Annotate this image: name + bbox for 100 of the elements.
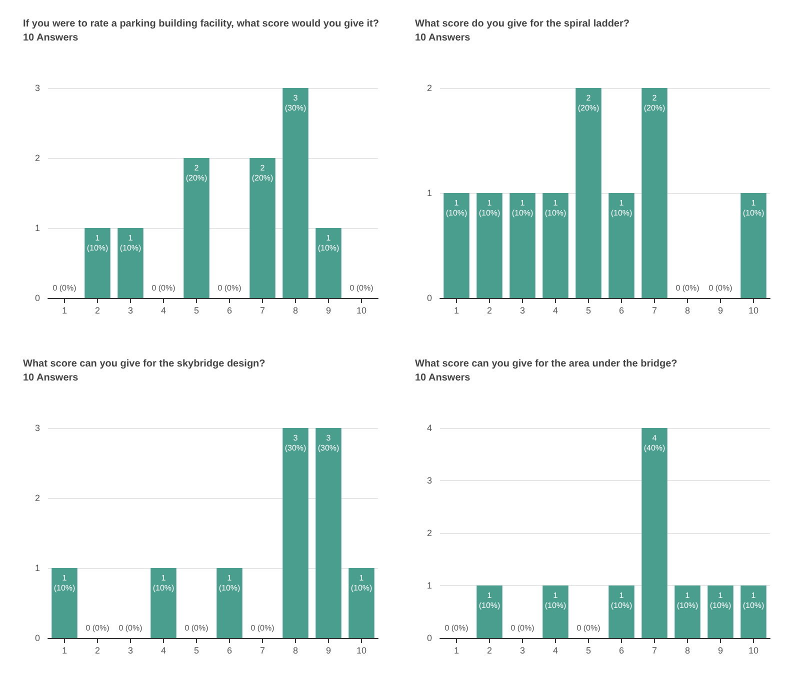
y-tick-label: 1 [34, 223, 40, 233]
data-label: 0 (0%) [218, 284, 242, 292]
data-label: 1 (10%) [86, 234, 109, 252]
data-label: 3 (30%) [318, 434, 340, 452]
data-label: 1 (10%) [676, 591, 699, 610]
bar [250, 158, 276, 298]
x-tick-label: 5 [586, 646, 592, 656]
data-label: 1 (10%) [742, 198, 765, 218]
x-tick-label: 3 [520, 306, 526, 316]
bar [118, 228, 144, 298]
chart-title: What score do you give for the spiral ladder? [415, 18, 630, 30]
bar [184, 158, 210, 298]
y-tick-label: 3 [426, 476, 432, 486]
x-tick-label: 1 [62, 646, 68, 656]
data-label: 1 (10%) [350, 574, 373, 592]
y-tick-label: 2 [34, 493, 40, 503]
x-tick-label: 7 [260, 646, 266, 656]
y-tick-label: 1 [426, 580, 432, 590]
chart-subtitle: 10 Answers [23, 32, 79, 44]
x-tick-label: 5 [586, 306, 592, 316]
x-tick-label: 6 [618, 306, 624, 316]
x-tick-label: 3 [128, 306, 134, 316]
x-tick-label: 3 [128, 646, 134, 656]
x-tick-label: 8 [684, 646, 690, 656]
data-label: 1 (10%) [54, 574, 76, 592]
data-label: 1 (10%) [544, 591, 567, 610]
x-tick-label: 6 [226, 646, 232, 656]
chart-subtitle: 10 Answers [415, 372, 471, 384]
y-tick-label: 0 [426, 293, 432, 303]
data-label: 1 (10%) [318, 234, 340, 252]
y-tick-label: 3 [34, 423, 40, 433]
data-label: 1 (10%) [152, 574, 175, 592]
y-tick-label: 1 [426, 188, 432, 198]
x-tick-label: 9 [718, 306, 724, 316]
y-tick-label: 3 [34, 83, 40, 93]
data-label: 3 (30%) [284, 94, 307, 112]
x-tick-label: 10 [748, 646, 759, 656]
y-tick-label: 0 [426, 633, 432, 643]
x-tick-label: 1 [454, 306, 460, 316]
x-tick-label: 1 [454, 646, 460, 656]
data-label: 0 (0%) [350, 284, 374, 292]
y-tick-label: 4 [426, 423, 432, 433]
x-tick-label: 9 [326, 646, 332, 656]
chart-subtitle: 10 Answers [415, 32, 471, 44]
data-label: 0 (0%) [152, 284, 176, 292]
x-tick-label: 6 [226, 306, 232, 316]
data-label: 0 (0%) [708, 284, 733, 292]
data-label: 1 (10%) [446, 198, 468, 218]
x-tick-label: 8 [292, 306, 298, 316]
y-tick-label: 2 [34, 153, 40, 163]
x-tick-label: 9 [718, 646, 724, 656]
y-tick-label: 2 [426, 83, 432, 93]
x-tick-label: 2 [486, 646, 492, 656]
x-tick-label: 1 [62, 306, 68, 316]
y-tick-label: 0 [34, 293, 40, 303]
data-label: 1 (10%) [710, 591, 732, 610]
data-label: 1 (10%) [512, 198, 534, 218]
data-label: 1 (10%) [544, 198, 567, 218]
data-label: 1 (10%) [218, 574, 241, 592]
y-tick-label: 2 [426, 528, 432, 538]
x-tick-label: 4 [552, 306, 558, 316]
bar [84, 228, 110, 298]
bar [316, 228, 342, 298]
x-tick-label: 4 [160, 646, 166, 656]
y-tick-label: 0 [34, 633, 40, 643]
x-tick-label: 3 [520, 646, 526, 656]
data-label: 1 (10%) [610, 198, 633, 218]
chart-title: What score can you give for the skybridge design? [23, 358, 266, 370]
data-label: 0 (0%) [86, 624, 110, 632]
x-tick-label: 7 [652, 306, 658, 316]
data-label: 2 (20%) [578, 94, 600, 112]
data-label: 1 (10%) [610, 591, 633, 610]
chart-subtitle: 10 Answers [23, 372, 79, 384]
x-tick-label: 7 [652, 646, 658, 656]
x-tick-label: 9 [326, 306, 332, 316]
x-tick-label: 2 [94, 646, 100, 656]
data-label: 3 (30%) [284, 434, 307, 452]
data-label: 2 (20%) [252, 164, 274, 182]
x-tick-label: 4 [160, 306, 166, 316]
x-tick-label: 10 [356, 306, 367, 316]
y-tick-label: 1 [34, 563, 40, 573]
data-label: 4 (40%) [644, 434, 666, 452]
data-label: 0 (0%) [250, 624, 275, 632]
x-tick-label: 8 [292, 646, 298, 656]
data-label: 2 (20%) [186, 164, 208, 182]
x-tick-label: 7 [260, 306, 266, 316]
data-label: 0 (0%) [444, 624, 469, 632]
data-label: 0 (0%) [184, 624, 209, 632]
chart-title: What score can you give for the area under the bridge? [415, 358, 678, 370]
x-tick-label: 8 [684, 306, 690, 316]
x-tick-label: 10 [356, 646, 367, 656]
data-label: 2 (20%) [644, 94, 666, 112]
bar [282, 88, 308, 298]
data-label: 1 (10%) [478, 198, 501, 218]
x-tick-label: 2 [486, 306, 492, 316]
data-label: 1 (10%) [742, 591, 765, 610]
data-label: 0 (0%) [576, 624, 601, 632]
data-label: 1 (10%) [478, 591, 501, 610]
x-tick-label: 10 [748, 306, 759, 316]
x-tick-label: 6 [618, 646, 624, 656]
